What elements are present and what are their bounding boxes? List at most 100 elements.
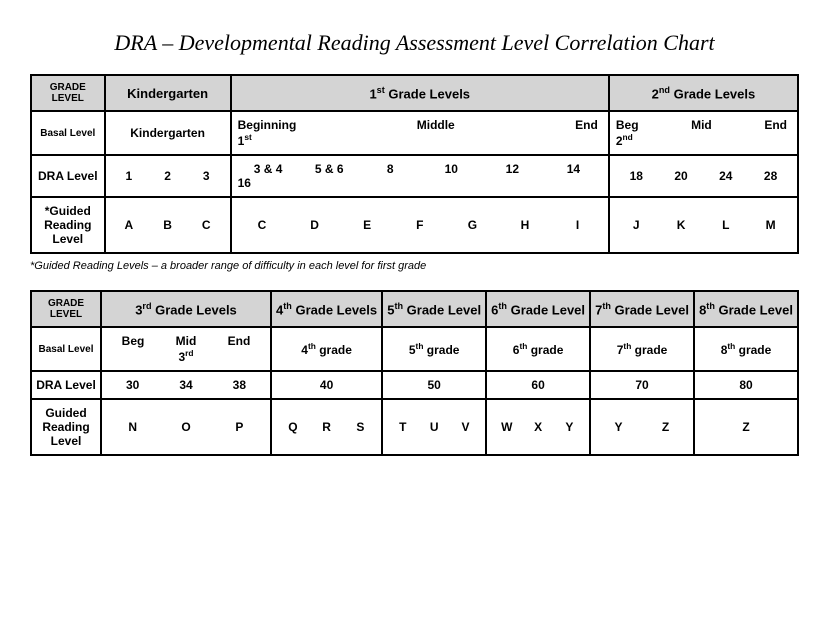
gk-0: A xyxy=(110,218,149,232)
footnote: *Guided Reading Levels – a broader range… xyxy=(30,260,799,272)
g7po: Grade Level xyxy=(611,302,689,317)
g2-beg-l2-pre: 2 xyxy=(616,134,623,148)
gd7-0: Y xyxy=(595,420,642,434)
guided-6th: W X Y xyxy=(486,399,590,455)
grade-header-2nd: 2nd Grade Levels xyxy=(609,75,798,111)
gd5-1: U xyxy=(419,420,450,434)
dra-g2-3: 28 xyxy=(748,169,793,183)
g2-sup: nd xyxy=(659,85,670,95)
b4p: 4 xyxy=(301,343,308,357)
dra-k: 1 2 3 xyxy=(105,155,231,197)
g1-beg-l2-sup: st xyxy=(244,132,251,142)
grade-header-1st: 1st Grade Levels xyxy=(231,75,609,111)
g3-mid-l1: Mid xyxy=(176,334,197,348)
g1-pre: 1 xyxy=(369,86,376,101)
dra-g1-1: 5 & 6 xyxy=(299,162,360,176)
row-label-basal: Basal Level xyxy=(31,111,105,155)
basal-1st: Beginning 1st Middle End xyxy=(231,111,609,155)
g1-mid: Middle xyxy=(417,118,455,132)
dra-g1-0: 3 & 4 xyxy=(238,162,299,176)
g3po: Grade Levels xyxy=(152,302,237,317)
dra-row-2: DRA Level 30 34 38 40 50 60 70 80 xyxy=(31,371,798,399)
d3-2: 38 xyxy=(213,378,266,392)
row-label-guided-2: Guided Reading Level xyxy=(31,399,101,455)
g4s: th xyxy=(283,301,292,311)
gg1-2: E xyxy=(341,218,394,232)
gd6-2: Y xyxy=(554,420,585,434)
dra-g1-2: 8 xyxy=(360,162,421,176)
b7po: grade xyxy=(631,343,667,357)
dra-7th: 70 xyxy=(590,371,694,399)
grade-header-6th: 6th Grade Level xyxy=(486,291,590,327)
dra-2nd: 18 20 24 28 xyxy=(609,155,798,197)
row-label-dra-2: DRA Level xyxy=(31,371,101,399)
dra-g2-1: 20 xyxy=(659,169,704,183)
g2-beg-l1: Beg xyxy=(616,118,639,132)
gd7-1: Z xyxy=(642,420,689,434)
d3-0: 30 xyxy=(106,378,159,392)
guided-1st: C D E F G H I xyxy=(231,197,609,253)
dra-4th: 40 xyxy=(271,371,382,399)
b6po: grade xyxy=(527,343,563,357)
gd5-0: T xyxy=(387,420,418,434)
gg1-0: C xyxy=(236,218,289,232)
grade-header-7th: 7th Grade Level xyxy=(590,291,694,327)
basal-2nd: Beg 2nd Mid End xyxy=(609,111,798,155)
g2-mid: Mid xyxy=(691,118,712,132)
guided-2nd: J K L M xyxy=(609,197,798,253)
basal-3rd: Beg Mid 3rd End xyxy=(101,327,271,371)
grade-header-k: Kindergarten xyxy=(105,75,231,111)
gd3-1: O xyxy=(159,420,212,434)
gg1-6: I xyxy=(551,218,604,232)
b5p: 5 xyxy=(409,343,416,357)
g2-post: Grade Levels xyxy=(670,86,755,101)
guided-7th: Y Z xyxy=(590,399,694,455)
g1-sup: st xyxy=(377,85,385,95)
dra-g1-5: 14 xyxy=(543,162,604,176)
g6s: th xyxy=(498,301,507,311)
b4po: grade xyxy=(316,343,352,357)
gg2-0: J xyxy=(614,218,659,232)
gd5-2: V xyxy=(450,420,481,434)
dra-6th: 60 xyxy=(486,371,590,399)
dra-row: DRA Level 1 2 3 3 & 4 5 & 6 8 10 12 14 1… xyxy=(31,155,798,197)
dra-k-2: 3 xyxy=(187,169,226,183)
guided-8th: Z xyxy=(694,399,798,455)
g2-pre: 2 xyxy=(652,86,659,101)
g3-mid-l2-sup: rd xyxy=(185,348,193,358)
basal-row: Basal Level Kindergarten Beginning 1st M… xyxy=(31,111,798,155)
dra-5th: 50 xyxy=(382,371,486,399)
correlation-table-2: GRADE LEVEL 3rd Grade Levels 4th Grade L… xyxy=(30,290,799,456)
basal-4th: 4th grade xyxy=(271,327,382,371)
g1-post: Grade Levels xyxy=(385,86,470,101)
g2-beg-l2-sup: nd xyxy=(623,132,633,142)
d3-1: 34 xyxy=(159,378,212,392)
guided-row-2: Guided Reading Level N O P Q R S T U V xyxy=(31,399,798,455)
basal-8th: 8th grade xyxy=(694,327,798,371)
g1-beg-l1: Beginning xyxy=(238,118,297,132)
dra-k-0: 1 xyxy=(110,169,149,183)
b8po: grade xyxy=(735,343,771,357)
basal-7th: 7th grade xyxy=(590,327,694,371)
dra-g1-4: 12 xyxy=(482,162,543,176)
dra-g2-0: 18 xyxy=(614,169,659,183)
dra-3rd: 30 34 38 xyxy=(101,371,271,399)
gd4-0: Q xyxy=(276,420,310,434)
g8s: th xyxy=(706,301,715,311)
gd4-1: R xyxy=(310,420,344,434)
b5po: grade xyxy=(423,343,459,357)
gg1-4: G xyxy=(446,218,499,232)
gd6-0: W xyxy=(491,420,522,434)
dra-g1-3: 10 xyxy=(421,162,482,176)
basal-6th: 6th grade xyxy=(486,327,590,371)
g8po: Grade Level xyxy=(715,302,793,317)
gg2-1: K xyxy=(659,218,704,232)
grade-header-4th: 4th Grade Levels xyxy=(271,291,382,327)
gg2-3: M xyxy=(748,218,793,232)
g4po: Grade Levels xyxy=(292,302,377,317)
g2-end: End xyxy=(764,118,793,132)
grade-header-3rd: 3rd Grade Levels xyxy=(101,291,271,327)
g5po: Grade Level xyxy=(403,302,481,317)
grade-header-8th: 8th Grade Level xyxy=(694,291,798,327)
gk-2: C xyxy=(187,218,226,232)
